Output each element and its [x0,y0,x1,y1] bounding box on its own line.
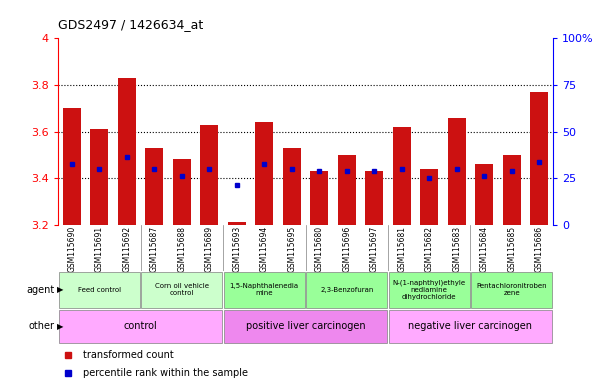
Text: N-(1-naphthyl)ethyle
nediamine
dihydrochloride: N-(1-naphthyl)ethyle nediamine dihydroch… [393,280,466,300]
Text: GSM115682: GSM115682 [425,225,434,271]
Text: Corn oil vehicle
control: Corn oil vehicle control [155,283,209,296]
Bar [310,171,328,225]
Text: 2,3-Benzofuran: 2,3-Benzofuran [320,287,373,293]
Bar [530,92,548,225]
Text: GSM115680: GSM115680 [315,225,324,272]
Text: positive liver carcinogen: positive liver carcinogen [246,321,365,331]
Text: GDS2497 / 1426634_at: GDS2497 / 1426634_at [58,18,203,31]
Bar [471,272,552,308]
Text: GSM115684: GSM115684 [480,225,489,272]
Bar [283,148,301,225]
Bar [90,129,108,225]
Bar [228,222,246,225]
Text: percentile rank within the sample: percentile rank within the sample [83,368,248,378]
Bar [118,78,136,225]
Text: Feed control: Feed control [78,287,121,293]
Text: GSM115691: GSM115691 [95,225,104,272]
Bar [173,159,191,225]
Bar [63,108,81,225]
Text: GSM115694: GSM115694 [260,225,269,272]
Text: agent: agent [27,285,55,295]
Bar [145,148,163,225]
Bar [141,272,222,308]
Bar [255,122,273,225]
Text: other: other [29,321,55,331]
Bar [306,272,387,308]
Bar [448,118,466,225]
Text: ▶: ▶ [57,322,64,331]
Text: GSM115692: GSM115692 [122,225,131,272]
Bar [200,124,218,225]
Bar [338,155,356,225]
Text: ▶: ▶ [57,285,64,295]
Text: GSM115681: GSM115681 [397,225,406,271]
Text: GSM115696: GSM115696 [342,225,351,272]
Text: Pentachloronitroben
zene: Pentachloronitroben zene [477,283,547,296]
Text: negative liver carcinogen: negative liver carcinogen [409,321,532,331]
Bar [389,272,470,308]
Text: GSM115683: GSM115683 [452,225,461,272]
Bar [389,310,552,343]
Bar [59,272,140,308]
Bar [224,310,387,343]
Bar [420,169,438,225]
Text: GSM115689: GSM115689 [205,225,214,272]
Bar [475,164,493,225]
Bar [59,310,222,343]
Bar [393,127,411,225]
Bar [224,272,305,308]
Text: GSM115686: GSM115686 [535,225,544,272]
Text: GSM115688: GSM115688 [177,225,186,271]
Text: GSM115687: GSM115687 [150,225,159,272]
Text: GSM115695: GSM115695 [287,225,296,272]
Bar [365,171,383,225]
Text: GSM115685: GSM115685 [507,225,516,272]
Text: GSM115690: GSM115690 [67,225,76,272]
Text: GSM115697: GSM115697 [370,225,379,272]
Bar [503,155,521,225]
Text: GSM115693: GSM115693 [232,225,241,272]
Text: transformed count: transformed count [83,350,174,360]
Text: control: control [123,321,158,331]
Text: 1,5-Naphthalenedia
mine: 1,5-Naphthalenedia mine [230,283,299,296]
